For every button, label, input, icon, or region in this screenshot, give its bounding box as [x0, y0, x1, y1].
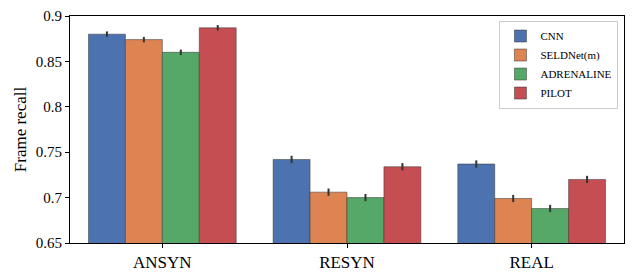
svg-text:0.9: 0.9	[43, 8, 62, 24]
svg-text:ANSYN: ANSYN	[133, 253, 192, 272]
svg-text:0.75: 0.75	[36, 144, 62, 160]
svg-text:0.65: 0.65	[36, 235, 62, 251]
svg-text:0.7: 0.7	[43, 190, 62, 206]
svg-text:0.8: 0.8	[43, 99, 62, 115]
svg-text:ADRENALINE: ADRENALINE	[540, 68, 611, 80]
svg-text:CNN: CNN	[540, 30, 563, 42]
svg-text:PILOT: PILOT	[540, 87, 571, 99]
svg-text:0.85: 0.85	[36, 54, 62, 70]
svg-text:Frame recall: Frame recall	[11, 87, 30, 173]
svg-text:SELDNet(m): SELDNet(m)	[540, 49, 600, 62]
svg-text:RESYN: RESYN	[319, 253, 375, 272]
svg-text:REAL: REAL	[509, 253, 553, 272]
